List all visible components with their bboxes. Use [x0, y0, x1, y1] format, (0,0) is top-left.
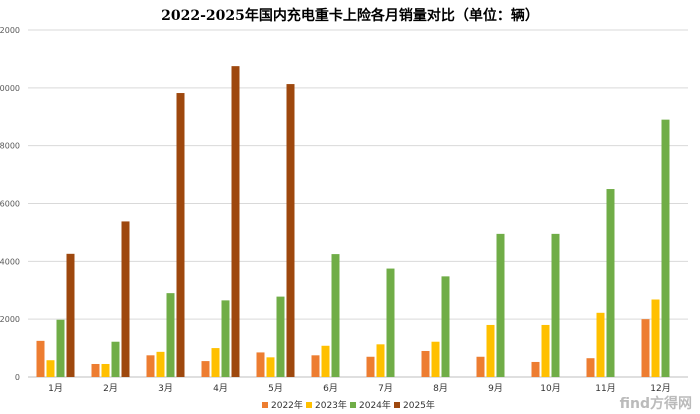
legend-label: 2023年	[315, 399, 347, 411]
gridlines	[28, 29, 688, 378]
y-tick-label: 6000	[0, 200, 20, 209]
bar	[651, 299, 660, 377]
x-tick-label: 10月	[540, 383, 560, 394]
bar	[46, 360, 55, 377]
x-tick-label: 5月	[268, 383, 283, 394]
bar	[231, 66, 240, 377]
y-tick-label: 12000	[0, 26, 20, 35]
x-tick-label: 11月	[595, 383, 615, 394]
x-tick-label: 1月	[48, 383, 63, 394]
bar	[91, 363, 100, 377]
y-tick-label: 10000	[0, 84, 20, 93]
bar	[476, 356, 485, 377]
y-tick-label: 2000	[0, 315, 20, 324]
bar	[421, 350, 430, 377]
bar	[331, 254, 340, 377]
legend-swatch	[394, 402, 400, 408]
bar	[586, 358, 595, 377]
bar	[276, 296, 285, 377]
bar	[596, 312, 605, 377]
bar	[286, 84, 295, 378]
bar	[36, 340, 45, 377]
watermark: find方得网	[620, 395, 692, 412]
y-tick-label: 4000	[0, 257, 20, 266]
bar	[496, 233, 505, 377]
x-tick-label: 3月	[158, 383, 173, 394]
bar	[66, 253, 75, 377]
bar	[321, 345, 330, 377]
bar	[551, 233, 560, 377]
bar	[166, 293, 175, 377]
bar	[156, 351, 165, 377]
bar	[661, 119, 670, 378]
bar	[606, 189, 615, 377]
y-tick-label: 0	[15, 373, 20, 382]
legend-label: 2022年	[271, 399, 303, 411]
bar	[311, 355, 320, 377]
bar	[101, 363, 110, 377]
bar	[266, 357, 275, 377]
legend-label: 2025年	[403, 399, 435, 411]
bar	[56, 319, 65, 377]
legend: 2022年 2023年 2024年 2025年	[262, 399, 435, 411]
bar	[211, 348, 220, 377]
bar	[201, 361, 210, 377]
chart-title: 2022-2025年国内充电重卡上险各月销量对比（单位：辆）	[161, 7, 539, 24]
bar	[531, 361, 540, 377]
bar	[221, 300, 230, 377]
bar	[256, 352, 265, 377]
bar	[641, 319, 650, 377]
x-tick-label: 6月	[323, 383, 338, 394]
bar	[541, 324, 550, 377]
bar	[486, 324, 495, 377]
legend-label: 2024年	[359, 399, 391, 411]
bar	[376, 344, 385, 377]
x-tick-label: 7月	[378, 383, 393, 394]
bar	[386, 268, 395, 377]
x-tick-label: 4月	[213, 383, 228, 394]
y-tick-label: 8000	[0, 142, 20, 151]
bars	[36, 66, 670, 378]
x-axis-ticks: 1月 2月 3月 4月 5月 6月 7月 8月 9月 10月 11月 12月	[48, 383, 671, 394]
bar	[146, 355, 155, 377]
bar	[176, 93, 185, 377]
bar	[111, 341, 120, 377]
x-tick-label: 8月	[433, 383, 448, 394]
x-tick-label: 12月	[650, 383, 670, 394]
x-tick-label: 9月	[488, 383, 503, 394]
legend-swatch	[350, 402, 356, 408]
legend-swatch	[262, 402, 268, 408]
bar	[121, 221, 130, 377]
y-axis-ticks: 0 2000 4000 6000 8000 10000 12000	[0, 26, 20, 382]
bar	[441, 276, 450, 377]
x-tick-label: 2月	[103, 383, 118, 394]
bar	[366, 356, 375, 377]
bar	[431, 341, 440, 377]
legend-swatch	[306, 402, 312, 408]
